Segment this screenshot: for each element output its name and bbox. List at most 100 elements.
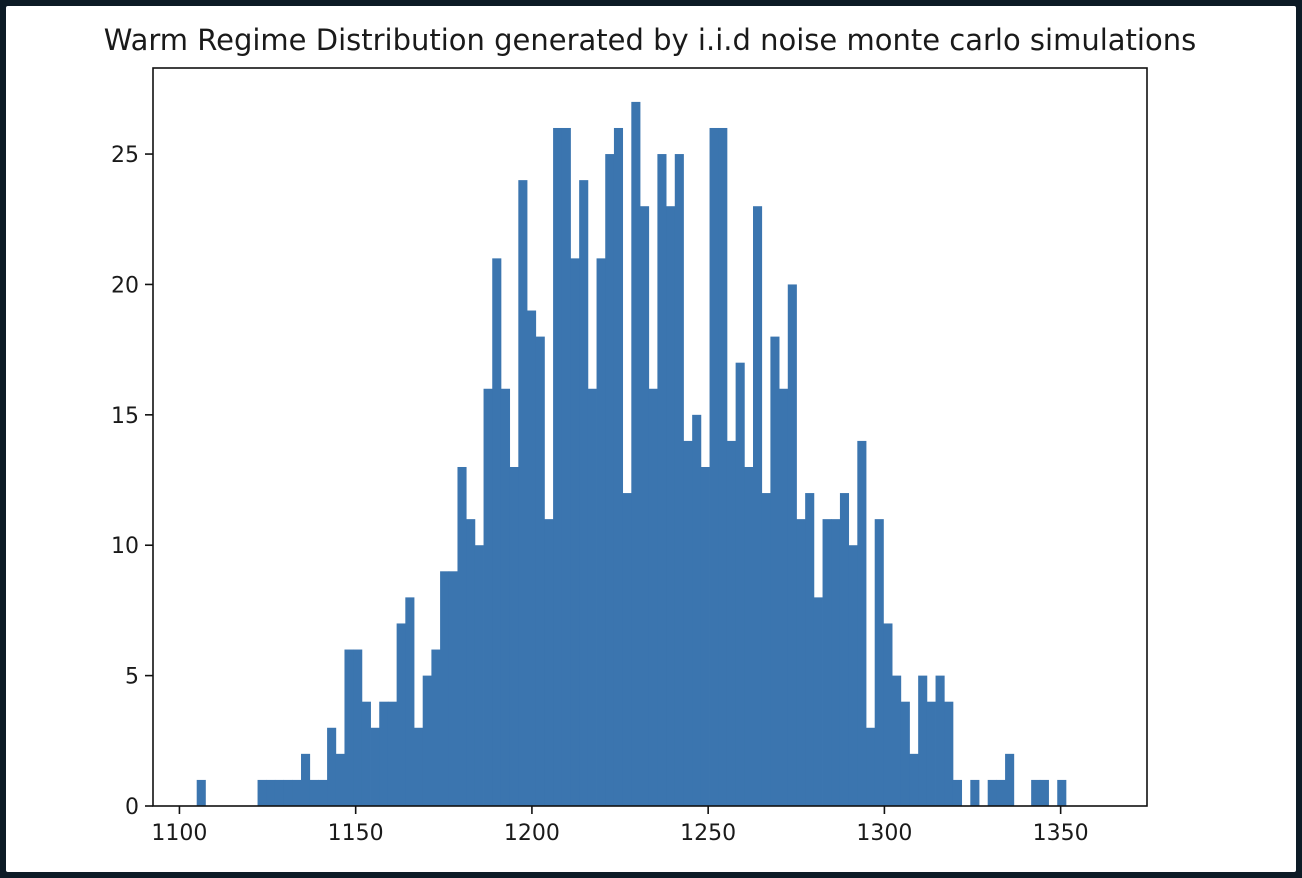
histogram-bar xyxy=(874,519,884,806)
histogram-bar xyxy=(674,154,684,807)
histogram-bar xyxy=(787,284,797,807)
histogram-bar xyxy=(440,571,450,806)
x-tick-label: 1100 xyxy=(151,821,207,846)
histogram-bar xyxy=(457,466,467,806)
histogram-bar xyxy=(527,310,537,806)
histogram-bar xyxy=(492,258,502,806)
histogram-bar xyxy=(770,336,780,806)
histogram-bar xyxy=(657,154,667,807)
histogram-bar xyxy=(257,779,267,806)
histogram-bar xyxy=(848,545,858,806)
y-tick-label: 15 xyxy=(111,404,139,429)
histogram-bar xyxy=(761,493,771,806)
figure-frame: Warm Regime Distribution generated by i.… xyxy=(6,6,1296,872)
histogram-bar xyxy=(301,753,311,806)
histogram-bar xyxy=(613,127,624,806)
histogram-bar xyxy=(448,571,458,806)
histogram-bar xyxy=(952,779,963,806)
histogram-bar xyxy=(753,206,763,806)
histogram-bar xyxy=(431,649,441,806)
histogram-bar xyxy=(509,466,519,806)
x-tick-label: 1150 xyxy=(328,821,384,846)
chart-title: Warm Regime Distribution generated by i.… xyxy=(104,23,1196,57)
y-tick-label: 10 xyxy=(111,534,139,559)
histogram-bar xyxy=(344,649,354,806)
histogram-bar xyxy=(587,388,597,806)
histogram-bar xyxy=(335,753,345,806)
histogram-bar xyxy=(1005,753,1015,806)
histogram-bar xyxy=(683,440,693,806)
histogram-bar xyxy=(474,545,484,806)
x-tick-label: 1300 xyxy=(856,821,912,846)
histogram-bar xyxy=(718,127,728,806)
histogram-bar xyxy=(318,779,328,806)
histogram-bar xyxy=(918,675,928,806)
y-tick-label: 25 xyxy=(111,143,139,168)
histogram-bar xyxy=(422,675,432,806)
histogram-bar xyxy=(813,597,823,806)
histogram-bar xyxy=(866,727,876,806)
axes: 1100 1150 1200 1250 1300 1350 0 5 10 15 20 25 xyxy=(111,67,1148,846)
histogram-bars xyxy=(196,101,1067,807)
histogram-bar xyxy=(935,675,945,806)
histogram-bar xyxy=(926,701,936,806)
histogram-bar xyxy=(518,180,528,806)
plot-area-border xyxy=(152,67,1148,807)
histogram-bar xyxy=(605,154,615,807)
x-tick-label: 1350 xyxy=(1033,821,1089,846)
histogram-bar xyxy=(744,466,754,806)
histogram-bar xyxy=(944,701,954,806)
histogram-bar xyxy=(987,779,997,806)
histogram-bar xyxy=(1057,779,1067,806)
histogram-bar xyxy=(909,753,919,806)
histogram-bar xyxy=(857,440,867,806)
histogram-bar xyxy=(831,519,841,806)
histogram-bar xyxy=(726,440,737,806)
histogram-bar xyxy=(709,127,719,806)
histogram-bar xyxy=(535,336,545,806)
histogram-bar xyxy=(283,779,293,806)
histogram-bar xyxy=(196,779,206,806)
histogram-bar xyxy=(544,519,554,806)
histogram-bar xyxy=(1031,779,1041,806)
histogram-bar xyxy=(892,675,902,806)
histogram-bar xyxy=(631,101,641,806)
histogram-bar xyxy=(996,779,1006,806)
histogram-bar xyxy=(579,180,589,806)
y-tick-label: 20 xyxy=(111,273,139,298)
histogram-bar xyxy=(622,493,632,806)
histogram-bar xyxy=(266,779,276,806)
y-tick-label: 5 xyxy=(125,665,139,690)
histogram-bar xyxy=(648,388,658,806)
histogram-bar xyxy=(379,701,389,806)
histogram-bar xyxy=(561,127,571,806)
histogram-bar xyxy=(292,779,302,806)
histogram-bar xyxy=(666,206,676,806)
histogram-bar xyxy=(361,701,371,806)
histogram-bar xyxy=(700,466,710,806)
histogram-bar xyxy=(396,623,406,806)
histogram-bar xyxy=(735,362,745,806)
histogram-bar xyxy=(327,727,337,806)
histogram-bar xyxy=(970,779,980,806)
histogram-bar xyxy=(370,727,380,806)
histogram-chart: Warm Regime Distribution generated by i.… xyxy=(104,23,1196,846)
histogram-bar xyxy=(796,519,806,806)
histogram-bar xyxy=(883,623,893,806)
histogram-bar xyxy=(405,597,415,806)
histogram-bar xyxy=(466,519,476,806)
histogram-bar xyxy=(309,779,319,806)
histogram-bar xyxy=(570,258,580,806)
histogram-bar xyxy=(822,519,832,806)
histogram-bar xyxy=(500,388,511,806)
histogram-bar xyxy=(640,206,650,806)
histogram-bar xyxy=(483,388,493,806)
histogram-bar xyxy=(596,258,606,806)
histogram-bar xyxy=(414,727,424,806)
histogram-bar xyxy=(353,649,363,806)
histogram-bar xyxy=(900,701,910,806)
histogram-bar xyxy=(553,127,563,806)
histogram-bar xyxy=(274,779,285,806)
x-tick-label: 1200 xyxy=(504,821,560,846)
histogram-bar xyxy=(692,414,702,806)
